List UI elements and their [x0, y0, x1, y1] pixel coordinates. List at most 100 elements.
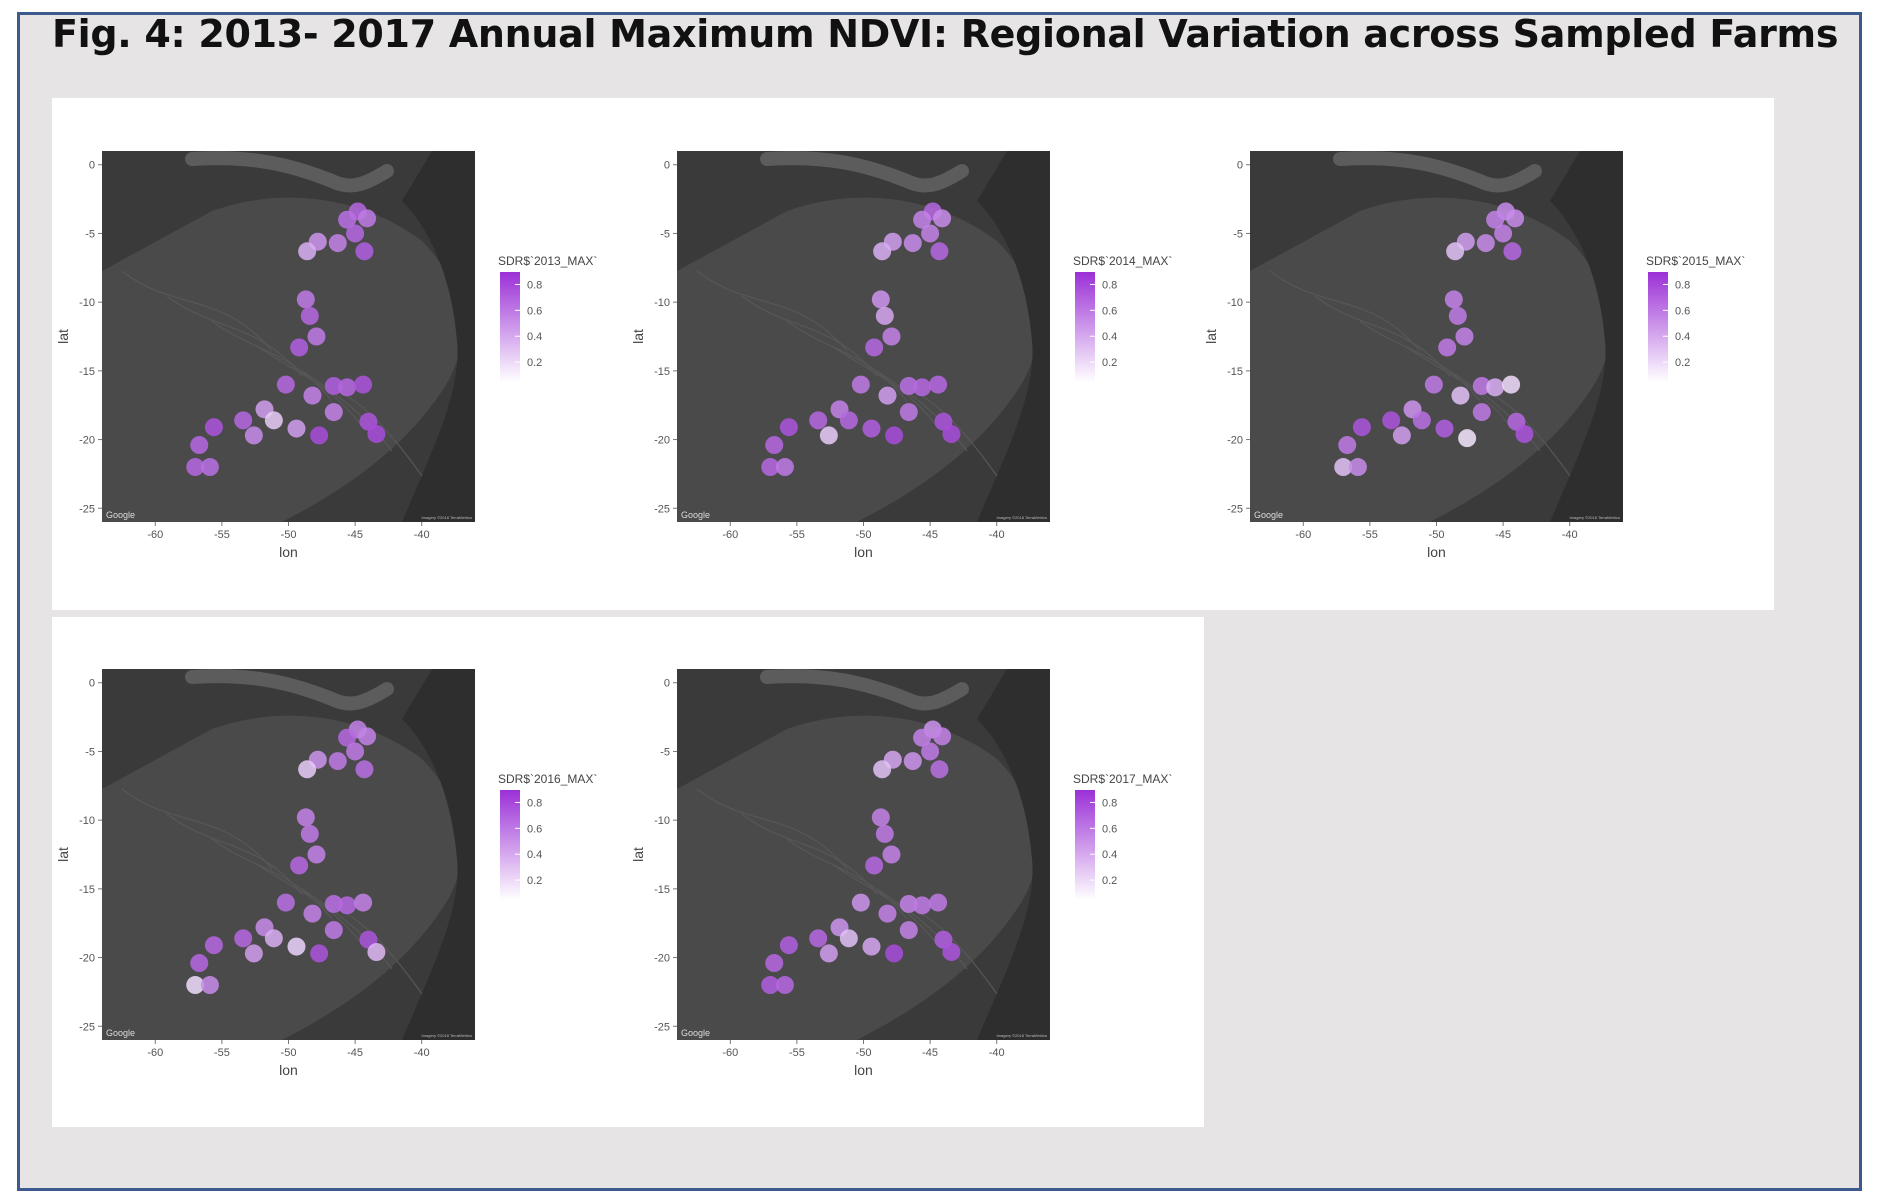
- x-axis-label: lon: [854, 544, 873, 560]
- x-tick-label: -40: [1562, 529, 1578, 541]
- y-tick-label: -25: [79, 1021, 95, 1033]
- farm-point: [873, 760, 892, 779]
- farm-point: [933, 209, 952, 228]
- farm-point: [234, 929, 253, 948]
- basemap-relief-line: [786, 320, 908, 402]
- legend-title: SDR$`2016_MAX`: [498, 772, 597, 786]
- google-credit: Google: [681, 1028, 710, 1038]
- y-tick-label: -25: [1227, 503, 1243, 515]
- farm-point: [779, 936, 798, 955]
- basemap-relief-line: [166, 813, 303, 895]
- imagery-credit: Imagery ©2018 TerraMetrics: [422, 1033, 472, 1038]
- farm-point: [878, 904, 897, 923]
- farm-point: [186, 976, 205, 995]
- farm-point: [875, 824, 894, 843]
- farm-point: [338, 378, 357, 397]
- farm-point: [200, 458, 219, 477]
- x-tick-label: -50: [856, 529, 872, 541]
- x-tick-label: -45: [922, 1047, 938, 1059]
- legend-tick-label: 0.6: [1675, 305, 1690, 317]
- x-tick-label: -55: [789, 529, 805, 541]
- y-tick-label: -15: [79, 366, 95, 378]
- basemap-relief-line: [696, 270, 848, 352]
- farm-point: [244, 426, 263, 445]
- x-axis-label: lon: [1427, 544, 1446, 560]
- farm-point: [882, 845, 901, 864]
- farm-point: [276, 375, 295, 394]
- farm-point: [851, 375, 870, 394]
- farm-point: [809, 411, 828, 430]
- farm-point: [921, 224, 940, 243]
- farm-point: [878, 386, 897, 405]
- farm-point: [871, 290, 890, 309]
- farm-point: [298, 760, 317, 779]
- y-tick-label: -20: [79, 953, 95, 965]
- x-tick-label: -60: [1295, 529, 1311, 541]
- y-tick-label: -5: [660, 228, 670, 240]
- farm-point: [761, 976, 780, 995]
- legend-tick-label: 0.2: [1102, 357, 1117, 369]
- farm-point: [765, 954, 784, 973]
- basemap-relief-line: [256, 345, 363, 427]
- x-tick-label: -50: [281, 529, 297, 541]
- legend-tick-label: 0.2: [527, 875, 542, 887]
- x-tick-label: -45: [347, 1047, 363, 1059]
- x-tick-label: -55: [214, 1047, 230, 1059]
- farm-point: [338, 210, 357, 229]
- farm-point: [324, 894, 343, 913]
- farm-point: [310, 944, 329, 963]
- basemap-relief-line: [696, 788, 848, 870]
- farm-point: [355, 760, 374, 779]
- imagery-credit: Imagery ©2018 TerraMetrics: [1570, 515, 1620, 520]
- farm-point: [303, 386, 322, 405]
- farm-point: [839, 929, 858, 948]
- farm-point: [865, 856, 884, 875]
- farm-point: [1348, 458, 1367, 477]
- basemap-river: [185, 669, 394, 711]
- farm-point: [921, 742, 940, 761]
- x-tick-label: -60: [147, 529, 163, 541]
- x-axis-label: lon: [854, 1062, 873, 1078]
- farm-point: [942, 425, 961, 444]
- farm-point: [1334, 458, 1353, 477]
- google-credit: Google: [1254, 510, 1283, 520]
- legend-tick-label: 0.4: [1102, 849, 1117, 861]
- legend-color-bar: [1075, 272, 1095, 382]
- x-tick-label: -40: [989, 529, 1005, 541]
- farm-point: [899, 921, 918, 940]
- farm-point: [324, 403, 343, 422]
- x-tick-label: -50: [1429, 529, 1445, 541]
- farm-point: [303, 904, 322, 923]
- farm-point: [933, 727, 952, 746]
- y-tick-label: -25: [79, 503, 95, 515]
- farm-point: [913, 896, 932, 915]
- x-tick-label: -60: [722, 1047, 738, 1059]
- farm-point: [775, 458, 794, 477]
- farm-point: [1424, 375, 1443, 394]
- legend-tick-label: 0.8: [527, 279, 542, 291]
- farm-point: [324, 921, 343, 940]
- farm-point: [765, 436, 784, 455]
- y-tick-label: -5: [1233, 228, 1243, 240]
- farm-point: [298, 242, 317, 261]
- y-tick-label: 0: [664, 160, 670, 172]
- y-tick-label: 0: [1237, 160, 1243, 172]
- basemap-relief-line: [346, 913, 423, 995]
- farm-point: [1382, 411, 1401, 430]
- legend-color-bar: [500, 790, 520, 900]
- farm-point: [761, 458, 780, 477]
- farm-point: [779, 418, 798, 437]
- imagery-credit: Imagery ©2018 TerraMetrics: [422, 515, 472, 520]
- y-tick-label: -10: [654, 815, 670, 827]
- ndvi-map-2015: Google Imagery ©2018 TerraMetrics -60 -55 -5…: [1203, 151, 1745, 560]
- y-tick-label: 0: [89, 160, 95, 172]
- basemap-ocean: [402, 669, 475, 1040]
- basemap-river: [760, 151, 969, 193]
- farm-point: [276, 893, 295, 912]
- legend-title: SDR$`2015_MAX`: [1646, 254, 1745, 268]
- x-tick-label: -45: [922, 529, 938, 541]
- x-tick-label: -55: [1362, 529, 1378, 541]
- x-tick-label: -45: [1495, 529, 1511, 541]
- y-tick-label: -15: [654, 884, 670, 896]
- legend-color-bar: [1075, 790, 1095, 900]
